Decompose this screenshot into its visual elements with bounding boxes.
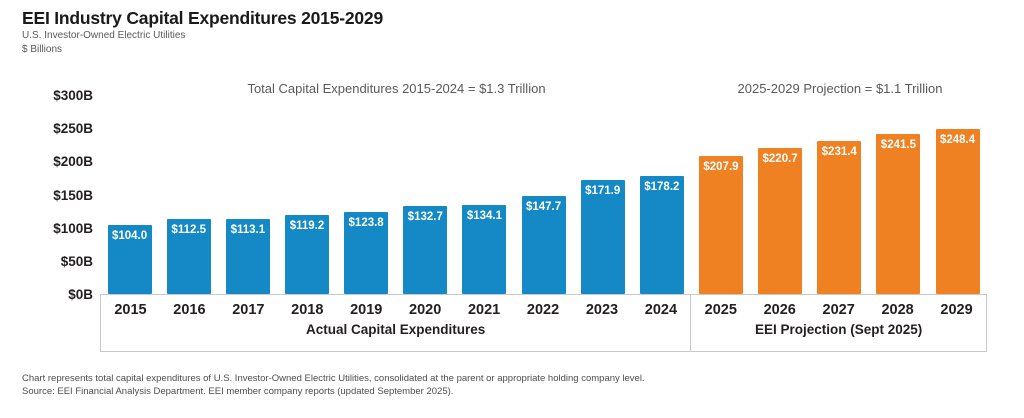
bar-2021: $134.1 bbox=[455, 95, 514, 294]
chart-subtitle: U.S. Investor-Owned Electric Utilities bbox=[22, 30, 186, 41]
x-tick-2025: 2025 bbox=[704, 302, 737, 318]
chart-header: EEI Industry Capital Expenditures 2015-2… bbox=[22, 8, 383, 56]
bar-2029: $248.4 bbox=[928, 95, 987, 294]
bar-2024: $178.2 bbox=[632, 95, 691, 294]
bar-2015: $104.0 bbox=[100, 95, 159, 294]
bar-value-label: $123.8 bbox=[348, 216, 384, 229]
x-tick-2020: 2020 bbox=[409, 302, 442, 318]
bar-2023: $171.9 bbox=[573, 95, 632, 294]
x-tick-2016: 2016 bbox=[173, 302, 206, 318]
source-note: Source: EEI Financial Analysis Departmen… bbox=[22, 386, 454, 397]
y-tick-label: $50B bbox=[60, 253, 93, 269]
plot-area: $104.0 $112.5 $113.1 $119.2 $123.8 $132.7 $134… bbox=[100, 95, 987, 294]
bar-2027: $231.4 bbox=[810, 95, 869, 294]
x-tick-2028: 2028 bbox=[881, 302, 914, 318]
bar-value-label: $231.4 bbox=[821, 145, 857, 158]
y-tick-label: $150B bbox=[53, 187, 93, 203]
x-tick-2019: 2019 bbox=[350, 302, 383, 318]
x-axis-box: 2015 2016 2017 2018 2019 2020 2021 2022 2023 2024… bbox=[100, 294, 987, 352]
x-tick-2015: 2015 bbox=[114, 302, 147, 318]
bar-value-label: $112.5 bbox=[171, 224, 206, 237]
bar-2026: $220.7 bbox=[751, 95, 810, 294]
x-tick-2021: 2021 bbox=[467, 302, 501, 318]
bar-value-label: $171.9 bbox=[585, 184, 621, 197]
page-title: EEI Industry Capital Expenditures 2015-2… bbox=[22, 8, 383, 28]
group-label-projection: EEI Projection (Sept 2025) bbox=[755, 322, 923, 337]
bar-value-label: $132.7 bbox=[407, 210, 443, 223]
x-tick-2029: 2029 bbox=[940, 302, 973, 318]
x-tick-2026: 2026 bbox=[763, 302, 796, 318]
bar-value-label: $248.4 bbox=[939, 134, 976, 147]
x-tick-2024: 2024 bbox=[644, 302, 678, 318]
chart-footer: Chart represents total capital expenditu… bbox=[22, 372, 645, 398]
bar-value-label: $134.1 bbox=[466, 210, 502, 223]
x-tick-2023: 2023 bbox=[585, 302, 619, 318]
bar-2018: $119.2 bbox=[277, 95, 336, 294]
x-tick-row-actual: 2015 2016 2017 2018 2019 2020 2021 2022 2023 2024 bbox=[101, 295, 690, 318]
x-tick-2018: 2018 bbox=[291, 302, 324, 318]
y-tick-label: $250B bbox=[53, 121, 93, 137]
bar-value-label: $241.5 bbox=[880, 138, 916, 151]
bar-2019: $123.8 bbox=[337, 95, 396, 294]
x-axis-group-projection: 2025 2026 2027 2028 2029 EEI Projection (Sep… bbox=[690, 295, 986, 351]
bar-2017: $113.1 bbox=[218, 95, 277, 294]
annotation-actual-total: Total Capital Expenditures 2015-2024 = $… bbox=[247, 81, 546, 96]
annotation-projection-total: 2025-2029 Projection = $1.1 Trillion bbox=[737, 81, 943, 96]
bar-value-label: $119.2 bbox=[289, 219, 325, 232]
y-tick-label: $200B bbox=[53, 154, 93, 170]
bar-2022: $147.7 bbox=[514, 95, 573, 294]
y-tick-label: $300B bbox=[53, 88, 93, 103]
y-tick-label: $0B bbox=[68, 287, 93, 302]
bar-2025: $207.9 bbox=[691, 95, 750, 294]
x-tick-2027: 2027 bbox=[822, 302, 855, 318]
bar-value-label: $147.7 bbox=[525, 201, 562, 214]
group-label-actual: Actual Capital Expenditures bbox=[306, 322, 486, 337]
bar-2020: $132.7 bbox=[396, 95, 455, 294]
x-tick-row-projection: 2025 2026 2027 2028 2029 bbox=[691, 295, 986, 318]
bar-value-label: $220.7 bbox=[762, 152, 798, 165]
x-axis-group-actual: 2015 2016 2017 2018 2019 2020 2021 2022 2023 2024… bbox=[101, 295, 690, 351]
y-axis: $300B $250B $200B $150B $100B $50B $0B bbox=[0, 88, 93, 302]
chart-units-label: $ Billions bbox=[22, 43, 63, 55]
y-tick-label: $100B bbox=[53, 220, 93, 236]
x-tick-2022: 2022 bbox=[526, 302, 560, 318]
bar-2016: $112.5 bbox=[159, 95, 218, 294]
bar-value-label: $113.1 bbox=[230, 223, 266, 236]
bar-2028: $241.5 bbox=[869, 95, 928, 294]
footnote: Chart represents total capital expenditu… bbox=[22, 373, 645, 384]
x-tick-2017: 2017 bbox=[232, 302, 265, 318]
bar-value-label: $178.2 bbox=[644, 180, 680, 193]
bar-value-label: $104.0 bbox=[111, 230, 148, 243]
bar-value-label: $207.9 bbox=[703, 161, 739, 174]
